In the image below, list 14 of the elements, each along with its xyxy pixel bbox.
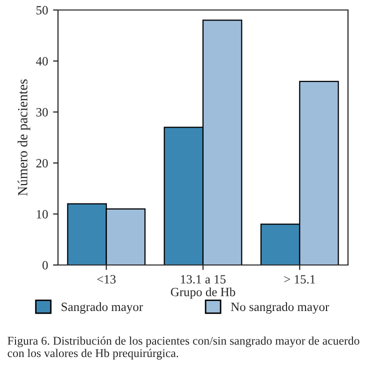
y-tick-label: 0 bbox=[42, 261, 48, 270]
legend-label: Sangrado mayor bbox=[62, 302, 143, 314]
y-tick-label: 30 bbox=[36, 108, 48, 116]
y-axis-title: Número de pacientes bbox=[18, 79, 30, 196]
text: Figura 6. Distribución de los pacientes con/sin sangrado mayor de acuerdo con los valores de Hb prequirúrgica. bbox=[8, 336, 360, 360]
x-tick-label: 13.1 a 15 bbox=[181, 275, 226, 284]
x-tick-label: <13 bbox=[97, 275, 116, 284]
legend-label: No sangrado mayor bbox=[230, 302, 330, 314]
x-axis-title: Grupo de Hb bbox=[170, 287, 236, 299]
y-tick-label: 10 bbox=[36, 210, 48, 218]
x-tick-label: > 15.1 bbox=[284, 275, 315, 284]
y-tick-label: 20 bbox=[36, 159, 48, 168]
y-tick-label: 40 bbox=[36, 57, 48, 66]
y-tick-label: 50 bbox=[36, 6, 48, 14]
